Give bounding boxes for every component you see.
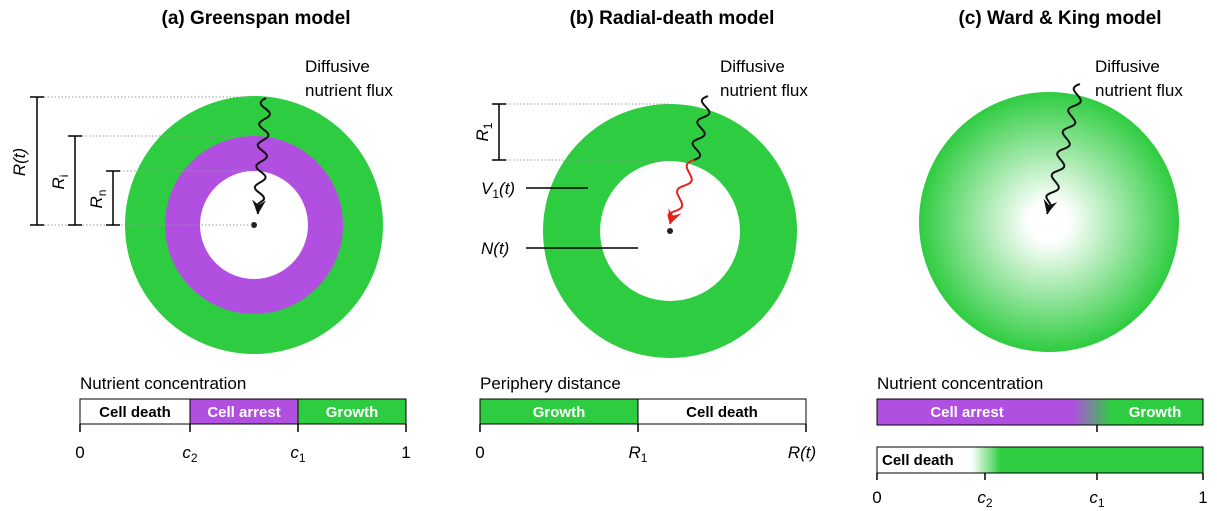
center xyxy=(251,222,257,228)
symbol: c xyxy=(290,443,299,462)
tick xyxy=(479,424,807,432)
tick-label: c2 xyxy=(182,443,198,465)
dim-label: R1 xyxy=(473,122,495,141)
flux-label: Diffusive xyxy=(720,57,785,76)
sub: 1 xyxy=(481,122,495,129)
tick-label: 0 xyxy=(475,443,484,462)
spheroid xyxy=(919,92,1179,352)
panel-a: (a) Greenspan model R(t) Ri Rn Diffusive… xyxy=(10,8,411,465)
tick-label: 1 xyxy=(401,443,410,462)
segment-label: Cell arrest xyxy=(207,404,280,421)
sub: 1 xyxy=(1098,496,1105,510)
bar-segment xyxy=(637,398,807,425)
flux-label: nutrient flux xyxy=(1095,81,1183,100)
suffix: (t) xyxy=(499,179,515,198)
symbol: c xyxy=(182,443,191,462)
bar-title: Periphery distance xyxy=(480,374,621,393)
tick-label: 0 xyxy=(75,443,84,462)
sub: 2 xyxy=(986,496,993,510)
segment-label: Cell death xyxy=(99,404,171,421)
dimension xyxy=(492,103,506,161)
dimension xyxy=(30,96,44,226)
symbol: c xyxy=(977,488,986,507)
segment-label: Growth xyxy=(1129,404,1182,421)
tick-label: c1 xyxy=(290,443,306,465)
arrow-head xyxy=(668,208,682,224)
title: (a) Greenspan model xyxy=(162,8,351,29)
segment-label: Cell death xyxy=(882,452,954,469)
sub: 1 xyxy=(492,187,499,201)
sub: 1 xyxy=(299,451,306,465)
symbol: R xyxy=(629,443,641,462)
tick-label: R(t) xyxy=(788,443,816,462)
tick-label: c2 xyxy=(977,488,993,510)
dimension xyxy=(68,135,82,226)
tick-label: c1 xyxy=(1089,488,1105,510)
dim-label: R(t) xyxy=(10,148,29,176)
panel-c: (c) Ward & King model Diffusive nutrient… xyxy=(872,8,1207,510)
arrow-head xyxy=(1043,198,1058,214)
dim-label: Rn xyxy=(87,190,109,209)
tick-label: 1 xyxy=(1198,488,1207,507)
sub: n xyxy=(95,190,109,197)
bar xyxy=(876,446,1204,474)
segment-label: Growth xyxy=(533,404,586,421)
dim-label: Ri xyxy=(49,175,71,190)
bar-segment xyxy=(297,398,407,425)
tick xyxy=(79,424,407,432)
panel-b: (b) Radial-death model R1 V1(t) N(t) Dif… xyxy=(473,8,816,465)
flux-arrow xyxy=(667,159,695,225)
symbol: R xyxy=(49,177,68,189)
segment-label: Growth xyxy=(326,404,379,421)
sub: i xyxy=(57,175,71,178)
arrow-head xyxy=(251,199,266,214)
symbol: c xyxy=(1089,488,1098,507)
title: (b) Radial-death model xyxy=(570,8,775,29)
sub: 2 xyxy=(191,451,198,465)
segment-label: Cell death xyxy=(686,404,758,421)
center xyxy=(667,228,673,234)
sub: 1 xyxy=(641,451,648,465)
bar-segment xyxy=(479,398,639,425)
dimension xyxy=(106,170,120,226)
flux-label: nutrient flux xyxy=(305,81,393,100)
flux-arrow xyxy=(253,97,271,214)
tick-label: R1 xyxy=(629,443,648,465)
symbol: R xyxy=(473,129,492,141)
region-label: N(t) xyxy=(481,239,509,258)
symbol: V xyxy=(481,179,494,198)
flux-arrow xyxy=(1045,83,1082,215)
title: (c) Ward & King model xyxy=(958,8,1161,29)
segment-label: Cell arrest xyxy=(930,404,1003,421)
symbol: R xyxy=(87,196,106,208)
tick-label: 0 xyxy=(872,488,881,507)
flux-label: Diffusive xyxy=(305,57,370,76)
bar-title: Nutrient concentration xyxy=(80,374,246,393)
bar-title: Nutrient concentration xyxy=(877,374,1043,393)
bar xyxy=(876,398,1204,426)
flux-arrow xyxy=(691,95,711,161)
flux-label: Diffusive xyxy=(1095,57,1160,76)
region-label: V1(t) xyxy=(481,179,515,201)
tick xyxy=(876,425,1204,480)
flux-label: nutrient flux xyxy=(720,81,808,100)
bar-segment xyxy=(79,398,191,425)
